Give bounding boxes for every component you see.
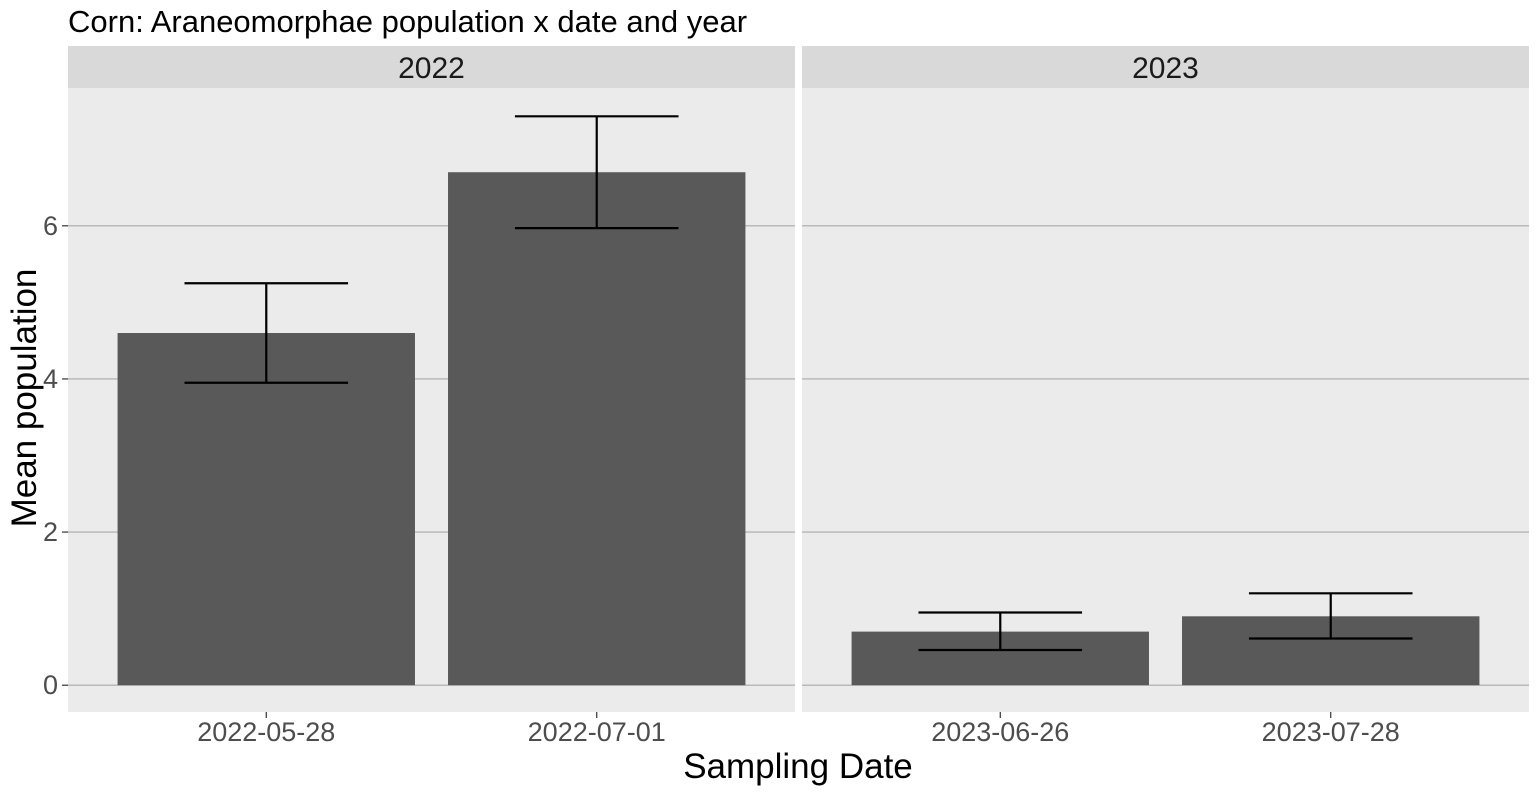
error-bar xyxy=(184,282,349,384)
y-tick-label: 4 xyxy=(43,364,58,394)
chart-title: Corn: Araneomorphae population x date an… xyxy=(68,4,747,39)
y-tick-label: 2 xyxy=(43,517,58,547)
facet-strip xyxy=(68,46,795,88)
x-tick-label: 2023-07-28 xyxy=(1262,717,1400,747)
facet-strip xyxy=(802,46,1529,88)
x-tick-label: 2022-05-28 xyxy=(197,717,335,747)
y-axis: 0 2 4 6 xyxy=(43,211,68,700)
x-tick-label: 2023-06-26 xyxy=(931,717,1069,747)
error-bar xyxy=(514,115,679,230)
y-axis-title: Mean population xyxy=(5,269,44,528)
bar xyxy=(117,333,415,686)
x-axis-title: Sampling Date xyxy=(683,747,913,786)
facet-panel-2022: 2022 2022-05-28 2022-07-01 xyxy=(68,46,795,747)
error-bar xyxy=(1248,592,1413,640)
x-tick-label: 2022-07-01 xyxy=(528,717,666,747)
y-tick-label: 0 xyxy=(43,670,58,700)
facet-panel-2023: 2023 2023-06-26 2023-07-28 xyxy=(802,46,1529,747)
facet-strip-label: 2023 xyxy=(1132,52,1199,85)
bar xyxy=(448,172,746,686)
y-tick-label: 6 xyxy=(43,211,58,241)
error-bar xyxy=(918,611,1083,652)
facet-strip-label: 2022 xyxy=(398,52,465,85)
panel-background xyxy=(802,88,1529,712)
